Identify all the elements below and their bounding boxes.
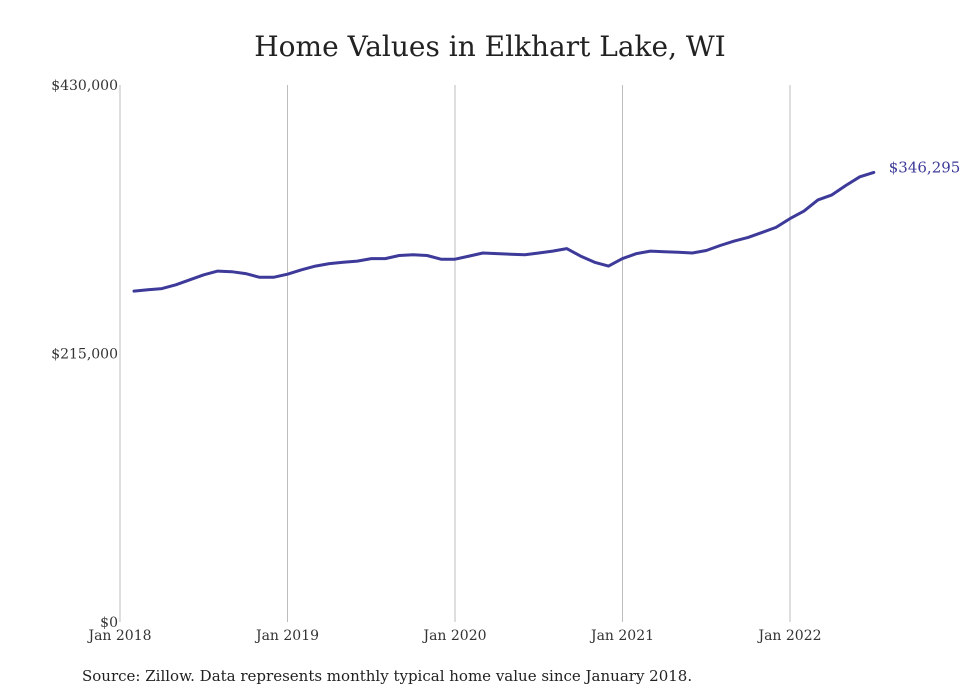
y-tick-label: $215,000 — [51, 347, 118, 363]
data-label-layer: $346,295 — [889, 158, 961, 176]
chart-title: Home Values in Elkhart Lake, WI — [254, 30, 726, 63]
gridlines — [119, 85, 791, 622]
end-value-label: $346,295 — [889, 158, 961, 176]
y-axis-tick-labels: $0 $215,000 $430,000 — [51, 78, 118, 631]
series-layer — [132, 170, 876, 293]
x-tick-label: Jan 2022 — [756, 628, 821, 644]
x-tick-label: Jan 2018 — [86, 628, 151, 644]
y-tick-label: $0 — [100, 615, 118, 631]
source-note: Source: Zillow. Data represents monthly … — [82, 667, 693, 685]
x-tick-label: Jan 2020 — [421, 628, 486, 644]
series-line — [132, 170, 876, 293]
x-tick-label: Jan 2019 — [254, 628, 319, 644]
x-axis-tick-labels: Jan 2018 Jan 2019 Jan 2020 Jan 2021 Jan 2022 — [86, 628, 821, 644]
y-tick-label: $430,000 — [51, 78, 118, 94]
x-tick-label: Jan 2021 — [589, 628, 654, 644]
